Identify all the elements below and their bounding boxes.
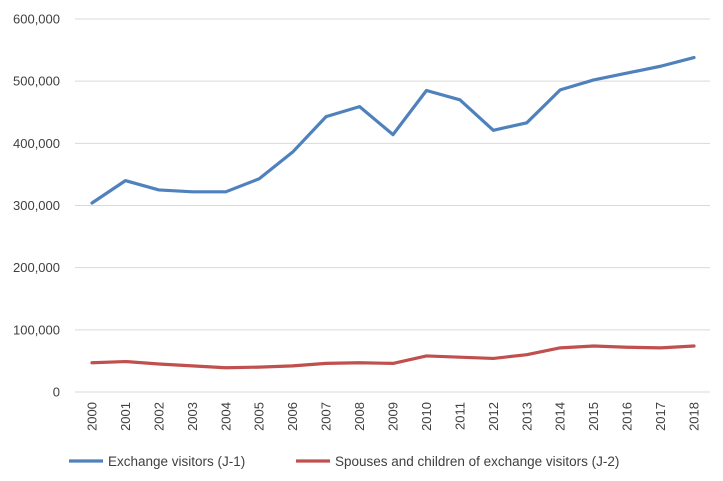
x-axis-ticks: 2000 2001 2002 2003 2004 2005 2006 2007 2008 2009… [85, 402, 702, 431]
y-tick-label: 200,000 [13, 260, 60, 275]
x-tick-label: 2002 [151, 402, 166, 431]
series-line-2 [90, 344, 696, 370]
gridlines [75, 18, 710, 393]
x-tick-label: 2004 [218, 402, 233, 431]
x-tick-label: 2010 [419, 402, 434, 431]
x-tick-label: 2011 [452, 402, 467, 430]
legend-label: Spouses and children of exchange visitor… [335, 454, 619, 469]
x-tick-label: 2005 [252, 402, 267, 431]
x-tick-label: 2016 [620, 402, 635, 431]
y-axis-ticks: 0 100,000 200,000 300,000 400,000 500,000 600,… [13, 12, 60, 400]
x-tick-label: 2009 [386, 402, 401, 431]
series-lines [90, 55, 696, 370]
x-tick-label: 2013 [519, 402, 534, 431]
y-tick-label: 400,000 [13, 136, 60, 151]
x-tick-label: 2007 [319, 402, 334, 431]
y-tick-label: 300,000 [13, 198, 60, 213]
x-tick-label: 2017 [653, 402, 668, 431]
x-tick-label: 2012 [486, 402, 501, 431]
y-tick-label: 600,000 [13, 12, 60, 27]
x-tick-label: 2006 [285, 402, 300, 431]
x-tick-label: 2003 [185, 402, 200, 431]
y-tick-label: 500,000 [13, 74, 60, 89]
y-tick-label: 100,000 [13, 322, 60, 337]
x-tick-label: 2008 [352, 402, 367, 431]
x-tick-label: 2014 [553, 402, 568, 431]
legend: Exchange visitors (J-1) Spouses and child… [69, 454, 619, 469]
x-tick-label: 2018 [687, 402, 702, 431]
x-tick-label: 2001 [118, 402, 133, 431]
y-tick-label: 0 [53, 385, 60, 400]
series-line-1 [90, 55, 696, 205]
legend-label: Exchange visitors (J-1) [108, 454, 245, 469]
x-tick-label: 2015 [586, 402, 601, 431]
x-tick-label: 2000 [85, 402, 100, 431]
